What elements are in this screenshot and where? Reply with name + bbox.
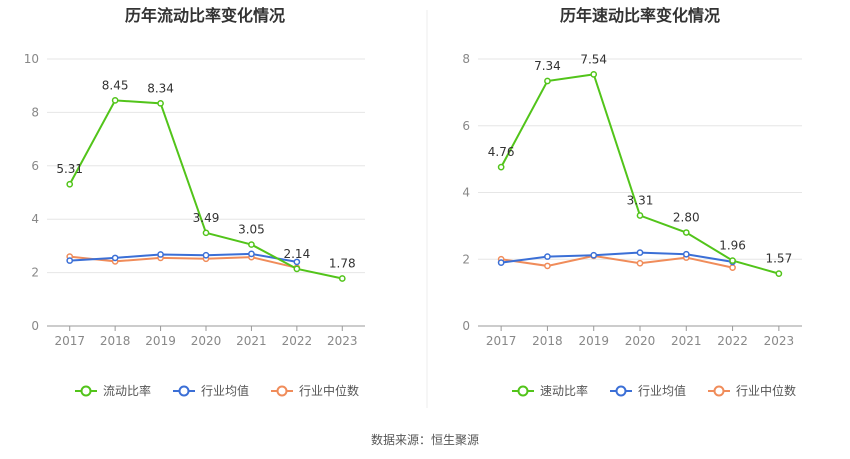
data-label-0-1: 8.45 xyxy=(102,78,129,92)
data-label-1-6: 1.57 xyxy=(765,252,792,266)
data-point-1-1-0 xyxy=(497,259,505,266)
data-point-1-1-4 xyxy=(682,250,690,258)
data-point-0-0-1 xyxy=(111,97,119,104)
x-tick-label-0-2019: 2019 xyxy=(145,334,176,348)
data-source-note: 数据来源：恒生聚源 xyxy=(371,432,479,447)
data-label-0-2: 8.34 xyxy=(147,81,174,95)
data-point-1-0-5 xyxy=(729,257,736,264)
data-point-0-0-6 xyxy=(338,275,346,282)
data-point-1-1-3 xyxy=(636,249,644,256)
y-tick-label-1-6: 6 xyxy=(462,119,470,133)
series-line-1-2 xyxy=(501,254,733,269)
legend-label-1-0: 速动比率 xyxy=(540,383,588,398)
data-point-0-1-5 xyxy=(293,258,301,266)
legend-label-0-2: 行业中位数 xyxy=(299,383,359,398)
y-tick-label-0-8: 8 xyxy=(31,105,39,119)
y-tick-label-0-0: 0 xyxy=(31,319,39,333)
data-point-1-0-0 xyxy=(497,163,505,171)
series-line-0-1 xyxy=(69,252,298,263)
data-point-1-0-1 xyxy=(544,77,551,85)
chart-title-0: 历年流动比率变化情况 xyxy=(125,6,285,25)
x-tick-label-0-2017: 2017 xyxy=(54,334,85,348)
legend-marker-1-1 xyxy=(615,385,627,397)
y-tick-label-1-0: 0 xyxy=(462,319,470,333)
data-point-0-1-1 xyxy=(111,254,119,262)
data-point-0-1-0 xyxy=(66,257,74,264)
data-point-0-1-3 xyxy=(202,251,210,259)
data-label-1-2: 7.54 xyxy=(580,52,607,66)
data-label-0-3: 3.49 xyxy=(193,211,220,225)
data-label-1-0: 4.76 xyxy=(488,145,515,159)
x-tick-label-1-2023: 2023 xyxy=(764,334,795,348)
x-tick-label-1-2022: 2022 xyxy=(717,334,748,348)
data-point-0-0-0 xyxy=(66,180,74,188)
x-tick-label-0-2020: 2020 xyxy=(191,334,222,348)
data-point-0-1-4 xyxy=(248,250,255,258)
data-point-1-1-1 xyxy=(544,253,551,260)
x-tick-label-0-2022: 2022 xyxy=(282,334,313,348)
legend-marker-0-0 xyxy=(80,385,92,397)
legend-marker-1-0 xyxy=(517,385,529,397)
data-label-0-5: 2.14 xyxy=(283,247,310,261)
data-point-1-2-5 xyxy=(729,264,736,271)
y-tick-label-0-10: 10 xyxy=(24,52,39,66)
data-label-1-1: 7.34 xyxy=(534,59,561,73)
data-label-0-0: 5.31 xyxy=(56,162,83,176)
y-tick-label-0-6: 6 xyxy=(31,159,39,173)
data-point-1-0-4 xyxy=(682,229,690,236)
y-tick-label-0-2: 2 xyxy=(31,266,39,280)
data-point-1-1-2 xyxy=(590,251,598,259)
x-tick-label-1-2020: 2020 xyxy=(625,334,656,348)
x-tick-label-0-2023: 2023 xyxy=(327,334,358,348)
y-tick-label-1-4: 4 xyxy=(462,186,470,200)
data-point-0-0-3 xyxy=(202,229,210,237)
data-point-1-2-1 xyxy=(544,262,551,270)
data-point-0-0-2 xyxy=(157,99,164,107)
y-tick-label-1-8: 8 xyxy=(462,52,470,66)
data-point-1-2-3 xyxy=(636,259,644,267)
data-label-0-6: 1.78 xyxy=(329,256,356,270)
x-tick-label-1-2019: 2019 xyxy=(578,334,609,348)
y-tick-label-0-4: 4 xyxy=(31,212,39,226)
legend-label-0-0: 流动比率 xyxy=(103,383,151,398)
legend-marker-0-2 xyxy=(276,385,288,397)
legend-label-1-1: 行业均值 xyxy=(638,383,686,398)
y-tick-label-1-2: 2 xyxy=(462,252,470,266)
series-line-1-1 xyxy=(501,251,733,264)
x-tick-label-0-2018: 2018 xyxy=(100,334,131,348)
chart-title-1: 历年速动比率变化情况 xyxy=(560,6,720,25)
legend-marker-1-2 xyxy=(713,385,725,397)
data-label-1-4: 2.80 xyxy=(673,211,700,225)
data-point-0-0-5 xyxy=(293,265,301,273)
data-label-1-3: 3.31 xyxy=(627,194,654,208)
x-tick-label-1-2018: 2018 xyxy=(532,334,563,348)
legend-marker-0-1 xyxy=(178,385,190,397)
data-point-0-0-4 xyxy=(248,241,255,248)
data-label-1-5: 1.96 xyxy=(719,239,746,253)
data-point-1-0-2 xyxy=(590,71,598,78)
x-tick-label-1-2021: 2021 xyxy=(671,334,702,348)
data-label-0-4: 3.05 xyxy=(238,223,265,237)
legend-label-0-1: 行业均值 xyxy=(201,383,249,398)
x-tick-label-1-2017: 2017 xyxy=(486,334,517,348)
series-line-0-2 xyxy=(69,255,298,269)
data-point-1-0-6 xyxy=(775,270,783,277)
x-tick-label-0-2021: 2021 xyxy=(236,334,267,348)
data-point-1-0-3 xyxy=(636,212,644,219)
legend-label-1-2: 行业中位数 xyxy=(736,383,796,398)
data-point-0-1-2 xyxy=(157,251,164,258)
